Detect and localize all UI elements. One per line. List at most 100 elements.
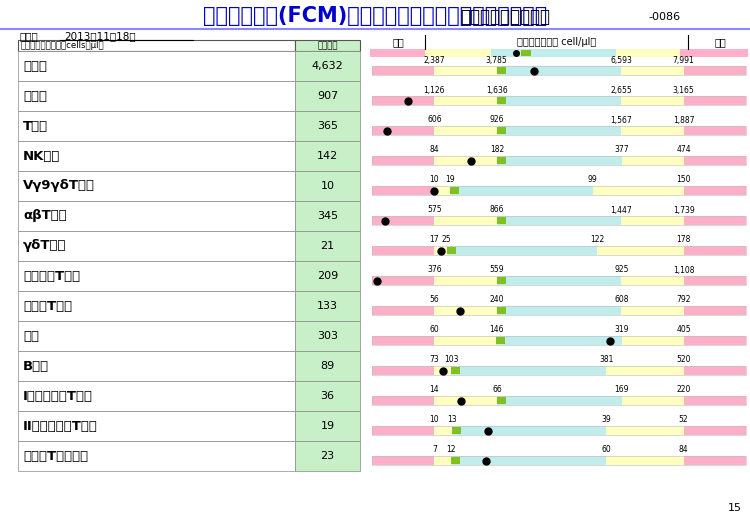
Text: 866: 866: [490, 206, 504, 214]
Bar: [372, 156, 434, 165]
Bar: [18, 171, 295, 201]
Text: 高値: 高値: [714, 37, 726, 47]
Bar: [372, 186, 746, 195]
Bar: [372, 126, 434, 135]
Text: 7: 7: [432, 445, 436, 455]
Text: 1,887: 1,887: [673, 116, 694, 125]
Text: T細胞: T細胞: [23, 119, 48, 132]
Bar: [372, 306, 746, 315]
Text: 365: 365: [317, 121, 338, 131]
Bar: [372, 456, 746, 465]
Bar: [622, 336, 684, 345]
Text: 99: 99: [588, 175, 598, 184]
Text: 4,632: 4,632: [312, 61, 344, 71]
Bar: [372, 336, 746, 345]
Bar: [684, 426, 746, 435]
Bar: [434, 246, 447, 255]
Bar: [372, 426, 746, 435]
Text: キラーT細胞: キラーT細胞: [23, 299, 72, 312]
Text: 150: 150: [676, 175, 691, 184]
Text: 17: 17: [430, 236, 439, 244]
Bar: [450, 187, 459, 194]
Text: 白血球: 白血球: [23, 60, 47, 73]
Text: 6,593: 6,593: [610, 56, 632, 64]
Text: 103: 103: [444, 356, 458, 364]
Bar: [434, 216, 496, 225]
Text: 405: 405: [676, 325, 691, 335]
Bar: [295, 40, 360, 51]
Text: 146: 146: [489, 325, 504, 335]
Bar: [372, 246, 434, 255]
Bar: [496, 306, 621, 315]
Text: 319: 319: [614, 325, 628, 335]
Bar: [496, 67, 506, 74]
Bar: [684, 336, 746, 345]
Text: 1,739: 1,739: [673, 206, 694, 214]
Bar: [497, 157, 506, 164]
Bar: [597, 246, 684, 255]
Bar: [372, 246, 746, 255]
Text: 検査結果: 検査結果: [317, 41, 338, 50]
Bar: [606, 366, 684, 375]
Text: II型ヘルパーT細胞: II型ヘルパーT細胞: [23, 419, 98, 432]
Text: 10: 10: [430, 175, 439, 184]
Bar: [434, 276, 496, 285]
Bar: [491, 49, 616, 57]
Text: 低値: 低値: [392, 37, 404, 47]
Bar: [451, 366, 606, 375]
Text: 381: 381: [599, 356, 613, 364]
Bar: [295, 291, 360, 321]
Text: 制御性T細胞細胞: 制御性T細胞細胞: [23, 449, 88, 462]
Text: 1,126: 1,126: [424, 86, 445, 94]
Text: 345: 345: [317, 211, 338, 221]
Bar: [622, 156, 684, 165]
Text: 単核球: 単核球: [23, 89, 47, 102]
Bar: [372, 276, 746, 285]
Text: 2013年11月18日: 2013年11月18日: [64, 31, 136, 41]
Text: 14: 14: [430, 386, 439, 394]
Bar: [434, 66, 496, 75]
Bar: [616, 49, 680, 57]
Bar: [295, 321, 360, 351]
Text: 122: 122: [590, 236, 604, 244]
Bar: [434, 336, 496, 345]
Bar: [18, 201, 295, 231]
Text: 3,785: 3,785: [486, 56, 508, 64]
Bar: [434, 396, 497, 405]
Text: 56: 56: [430, 295, 439, 305]
Text: NK細胞: NK細胞: [23, 149, 60, 162]
Text: 測定項目／細胞数（cells／μl）: 測定項目／細胞数（cells／μl）: [21, 41, 104, 50]
Bar: [18, 411, 295, 441]
Bar: [497, 397, 506, 404]
Bar: [684, 66, 746, 75]
Text: 133: 133: [317, 301, 338, 311]
Text: 376: 376: [427, 266, 442, 275]
Bar: [18, 40, 295, 51]
Bar: [372, 366, 746, 375]
Text: 142: 142: [316, 151, 338, 161]
Bar: [496, 337, 506, 344]
Bar: [684, 306, 746, 315]
Text: 1,636: 1,636: [486, 86, 508, 94]
Bar: [372, 396, 434, 405]
Bar: [295, 231, 360, 261]
Text: αβT細胞: αβT細胞: [23, 210, 67, 223]
Bar: [684, 396, 746, 405]
Text: 608: 608: [614, 295, 628, 305]
Bar: [18, 381, 295, 411]
Text: I型ヘルパーT細胞: I型ヘルパーT細胞: [23, 389, 93, 403]
Text: 169: 169: [615, 386, 629, 394]
Bar: [684, 156, 746, 165]
Bar: [372, 66, 746, 75]
Bar: [18, 231, 295, 261]
Text: Vγ9γδT細胞: Vγ9γδT細胞: [23, 180, 95, 193]
Text: 39: 39: [602, 416, 611, 425]
Text: 73: 73: [430, 356, 439, 364]
Text: 60: 60: [430, 325, 439, 335]
Bar: [372, 186, 434, 195]
Bar: [18, 51, 295, 81]
Text: 178: 178: [676, 236, 691, 244]
Bar: [434, 156, 497, 165]
Bar: [450, 186, 592, 195]
Text: 606: 606: [427, 116, 442, 125]
